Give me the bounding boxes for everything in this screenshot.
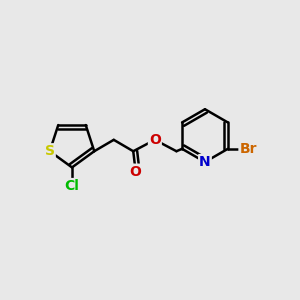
- Text: S: S: [45, 144, 55, 158]
- Text: Cl: Cl: [64, 179, 80, 193]
- Text: N: N: [199, 155, 211, 169]
- Text: O: O: [130, 165, 142, 178]
- Text: O: O: [149, 133, 161, 147]
- Text: Br: Br: [239, 142, 257, 156]
